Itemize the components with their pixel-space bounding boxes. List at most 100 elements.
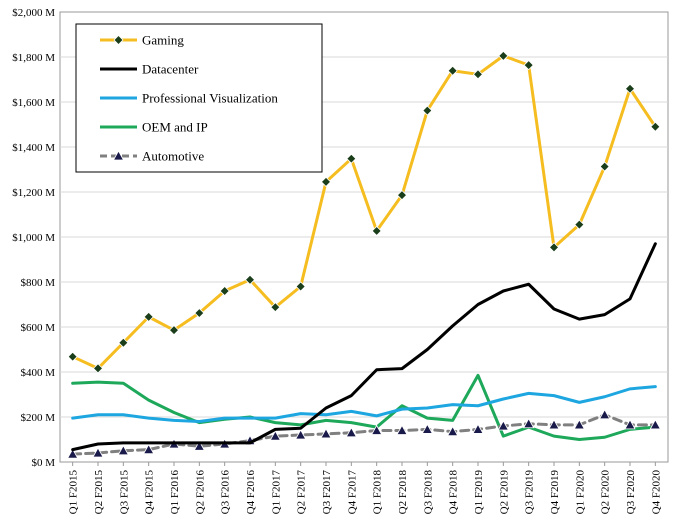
data-point-gaming [599, 161, 610, 172]
x-tick-label: Q3 F2015 [118, 470, 130, 515]
data-point-automotive [598, 408, 611, 420]
series-line-oem-and-ip [71, 373, 657, 441]
x-tick-label: Q3 F2016 [220, 470, 232, 515]
data-point-automotive [345, 426, 358, 438]
series-oem-and-ip [71, 373, 657, 441]
data-point-automotive [142, 443, 155, 455]
data-point-gaming [472, 69, 484, 80]
data-point-automotive [522, 417, 535, 429]
y-tick-label: $1,400 M [12, 142, 55, 154]
y-tick-label: $1,000 M [12, 232, 55, 244]
data-point-automotive [117, 444, 130, 456]
x-axis-ticks: Q1 F2015 Q2 F2015 Q3 F2015 Q4 F2015 Q1 F2016… [68, 462, 662, 515]
series-lines [66, 50, 662, 459]
y-tick-label: $0 M [31, 457, 55, 469]
data-point-automotive [294, 429, 307, 440]
data-point-automotive [421, 423, 434, 434]
y-tick-label: $1,200 M [12, 187, 55, 199]
series-datacenter [71, 242, 657, 452]
x-tick-label: Q1 F2019 [473, 470, 485, 515]
data-point-automotive [92, 447, 104, 458]
y-tick-label: $1,600 M [12, 97, 55, 109]
y-tick-label: $400 M [20, 367, 55, 379]
legend-marker-automotive [112, 150, 125, 161]
y-tick-label: $1,800 M [12, 52, 55, 64]
data-point-gaming [624, 83, 636, 94]
legend-entry-datacenter: Datacenter [100, 62, 199, 77]
data-point-gaming [447, 65, 458, 76]
data-point-gaming [118, 337, 129, 348]
legend-label-oem-and-ip: OEM and IP [142, 120, 208, 135]
series-professional-visualization [71, 385, 657, 423]
legend-marker-gaming [113, 34, 124, 46]
data-point-automotive [573, 419, 586, 430]
data-point-gaming [244, 274, 256, 285]
x-tick-label: Q2 F2020 [600, 470, 612, 515]
y-tick-label: $2,000 M [12, 7, 55, 19]
data-point-gaming [422, 105, 433, 116]
x-tick-label: Q1 F2020 [574, 470, 586, 515]
x-tick-label: Q4 F2018 [448, 470, 460, 515]
data-point-gaming [194, 307, 205, 319]
x-tick-label: Q2 F2016 [194, 470, 206, 515]
data-point-automotive [548, 419, 560, 430]
data-point-gaming [270, 302, 281, 313]
x-tick-label: Q3 F2018 [422, 470, 434, 515]
data-point-gaming [498, 50, 509, 61]
legend-label-gaming: Gaming [142, 33, 184, 48]
data-point-automotive [66, 448, 79, 459]
y-tick-label: $800 M [20, 277, 55, 289]
data-point-gaming [320, 176, 332, 187]
x-tick-label: Q4 F2020 [650, 470, 662, 515]
data-point-gaming [295, 281, 306, 292]
y-tick-label: $200 M [20, 412, 55, 424]
legend-label-datacenter: Datacenter [142, 62, 199, 77]
x-tick-label: Q4 F2019 [549, 470, 561, 515]
x-tick-label: Q1 F2017 [270, 470, 282, 515]
legend-entry-automotive: Automotive [100, 149, 204, 164]
data-point-gaming [574, 219, 585, 230]
data-point-gaming [548, 242, 560, 253]
legend-label-professional-visualization: Professional Visualization [142, 91, 278, 106]
legend: Gaming Datacenter Professional Visualizati… [75, 23, 323, 173]
data-point-gaming [219, 285, 230, 297]
x-tick-label: Q3 F2019 [524, 470, 536, 515]
series-gaming [67, 50, 661, 374]
data-point-gaming [168, 325, 180, 336]
data-point-gaming [396, 190, 408, 201]
x-tick-label: Q1 F2015 [68, 470, 80, 515]
x-tick-label: Q2 F2018 [397, 470, 409, 515]
series-automotive [66, 408, 662, 459]
data-point-automotive [396, 424, 408, 435]
data-point-gaming [143, 311, 154, 322]
data-point-automotive [497, 420, 510, 431]
data-point-gaming [346, 153, 357, 164]
y-tick-label: $600 M [20, 322, 55, 334]
data-point-automotive [472, 423, 484, 434]
data-point-automotive [269, 430, 282, 441]
legend-entry-gaming: Gaming [100, 33, 184, 48]
legend-entry-professional-visualization: Professional Visualization [100, 91, 278, 106]
x-tick-label: Q4 F2017 [346, 470, 358, 515]
x-tick-label: Q2 F2019 [498, 470, 510, 515]
series-line-professional-visualization [71, 385, 657, 423]
data-point-gaming [67, 351, 78, 362]
data-point-gaming [650, 121, 661, 132]
data-point-automotive [370, 424, 383, 435]
series-line-automotive [71, 413, 657, 456]
x-tick-label: Q1 F2016 [169, 470, 181, 515]
data-point-gaming [523, 60, 534, 71]
data-point-automotive [446, 425, 459, 437]
x-tick-label: Q2 F2017 [296, 470, 308, 515]
series-line-datacenter [71, 242, 657, 452]
x-tick-label: Q4 F2016 [245, 470, 257, 515]
legend-label-automotive: Automotive [142, 149, 204, 164]
x-tick-label: Q2 F2015 [93, 470, 105, 515]
data-point-automotive [649, 419, 662, 430]
legend-entry-oem-and-ip: OEM and IP [100, 120, 208, 135]
data-point-gaming [371, 225, 382, 236]
x-tick-label: Q3 F2017 [321, 470, 333, 515]
x-tick-label: Q4 F2015 [144, 470, 156, 515]
